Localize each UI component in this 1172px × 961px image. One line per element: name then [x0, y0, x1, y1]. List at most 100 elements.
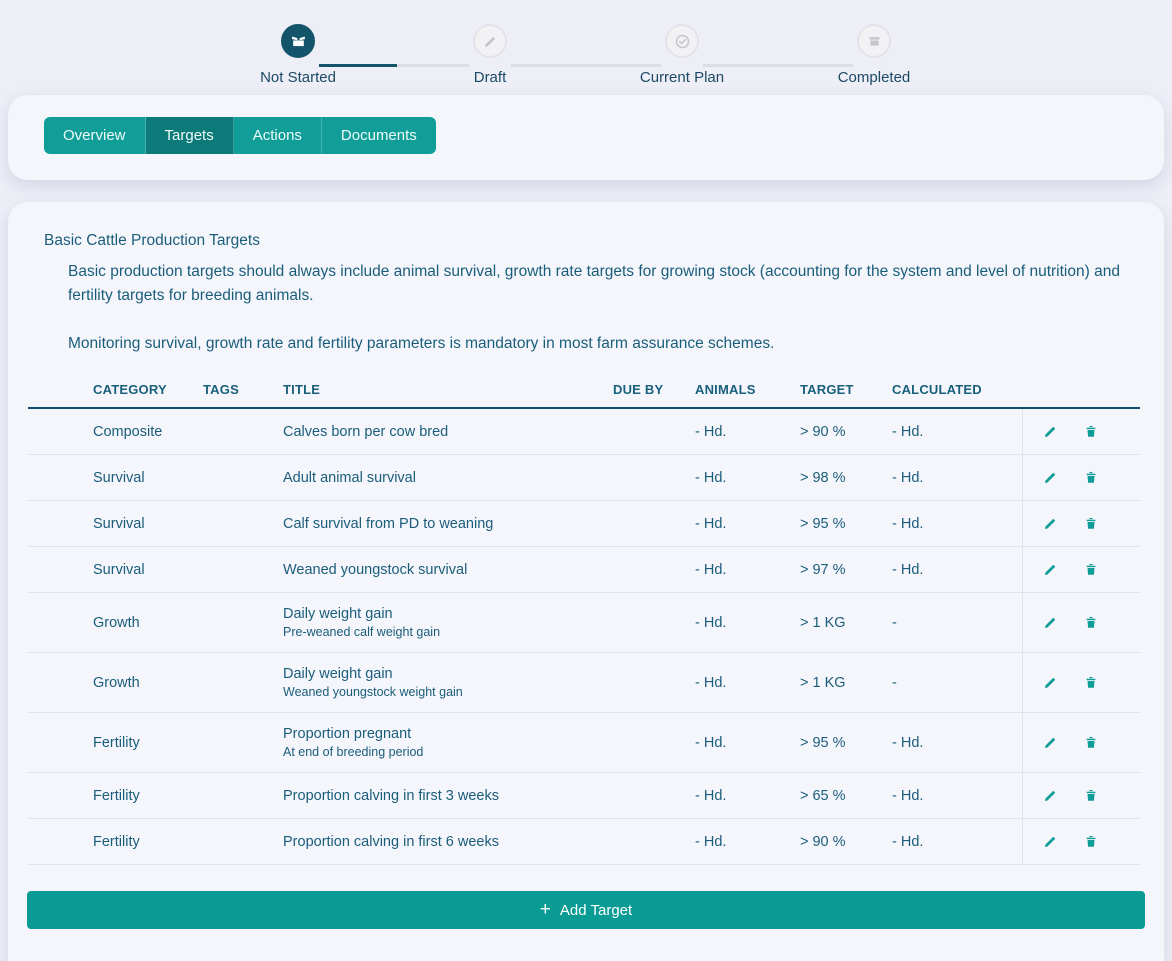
target-title: Adult animal survival [283, 469, 416, 486]
tabs-card: Overview Targets Actions Documents [8, 95, 1164, 180]
section-title: Basic Cattle Production Targets [44, 232, 260, 249]
step-completed-circle[interactable] [857, 24, 891, 58]
trash-icon [1084, 516, 1098, 531]
step-current-plan: Current Plan [511, 24, 778, 95]
target-title: Daily weight gain [283, 666, 393, 682]
cell-title: Daily weight gain Weaned youngstock weig… [283, 653, 613, 713]
delete-target-button[interactable] [1082, 514, 1100, 533]
cell-tags [203, 713, 283, 773]
trash-icon [1084, 675, 1098, 690]
edit-target-button[interactable] [1041, 468, 1060, 487]
cell-target: > 98 % [800, 469, 846, 486]
cell-target: > 1 KG [800, 674, 846, 691]
trash-icon [1084, 834, 1098, 849]
delete-target-button[interactable] [1082, 613, 1100, 632]
header-due-by: DUE BY [613, 382, 664, 397]
target-subtitle: Weaned youngstock weight gain [283, 685, 463, 699]
pencil-icon [1043, 615, 1058, 630]
trash-icon [1084, 788, 1098, 803]
cell-category: Survival [93, 469, 145, 486]
edit-target-button[interactable] [1041, 733, 1060, 752]
table-row: Growth Daily weight gain Weaned youngsto… [28, 652, 1140, 713]
trash-icon [1084, 562, 1098, 577]
target-title: Proportion calving in first 3 weeks [283, 787, 499, 804]
tab-targets[interactable]: Targets [145, 117, 234, 154]
cell-animals: - Hd. [695, 423, 727, 440]
table-row: Fertility Proportion calving in first 3 … [28, 772, 1140, 819]
cell-target: > 65 % [800, 787, 846, 804]
cell-calculated: - Hd. [892, 515, 924, 532]
archive-box-icon [867, 34, 882, 49]
cell-due-by [613, 593, 695, 653]
edit-target-button[interactable] [1041, 560, 1060, 579]
edit-target-button[interactable] [1041, 514, 1060, 533]
target-title: Proportion pregnant [283, 726, 412, 742]
edit-target-button[interactable] [1041, 832, 1060, 851]
target-title: Calves born per cow bred [283, 423, 449, 440]
edit-target-button[interactable] [1041, 673, 1060, 692]
cell-tags [203, 455, 283, 501]
cell-actions [1021, 500, 1140, 547]
cell-animals: - Hd. [695, 787, 727, 804]
delete-target-button[interactable] [1082, 832, 1100, 851]
cell-actions [1021, 546, 1140, 593]
cell-title: Proportion pregnant At end of breeding p… [283, 713, 613, 773]
edit-target-button[interactable] [1041, 422, 1060, 441]
table-row: Fertility Proportion pregnant At end of … [28, 712, 1140, 773]
cell-animals: - Hd. [695, 833, 727, 850]
delete-target-button[interactable] [1082, 560, 1100, 579]
cell-tags [203, 593, 283, 653]
cell-title: Calves born per cow bred [283, 408, 613, 455]
delete-target-button[interactable] [1082, 786, 1100, 805]
cell-category: Composite [93, 423, 163, 440]
table-row: Composite Calves born per cow bred - Hd.… [28, 408, 1140, 455]
cell-calculated: - Hd. [892, 469, 924, 486]
cell-due-by [613, 501, 695, 547]
table-row: Survival Weaned youngstock survival - Hd… [28, 546, 1140, 593]
cell-calculated: - Hd. [892, 734, 924, 751]
cell-due-by [613, 547, 695, 593]
cell-target: > 1 KG [800, 614, 846, 631]
row-spacer [28, 773, 93, 819]
cell-animals: - Hd. [695, 561, 727, 578]
cell-category: Growth [93, 614, 140, 631]
step-label: Draft [473, 69, 507, 86]
cell-target: > 95 % [800, 515, 846, 532]
table-row: Survival Calf survival from PD to weanin… [28, 500, 1140, 547]
table-row: Growth Daily weight gain Pre-weaned calf… [28, 592, 1140, 653]
trash-icon [1084, 470, 1098, 485]
tab-actions[interactable]: Actions [233, 117, 322, 154]
cell-animals: - Hd. [695, 469, 727, 486]
section-paragraph-1: Basic production targets should always i… [68, 263, 1120, 304]
header-category: CATEGORY [93, 382, 167, 397]
pencil-icon [1043, 562, 1058, 577]
step-draft: Draft [319, 24, 586, 95]
tab-overview[interactable]: Overview [44, 117, 146, 154]
add-target-button[interactable]: + Add Target [27, 891, 1145, 929]
header-tags: TAGS [203, 382, 239, 397]
step-draft-circle[interactable] [473, 24, 507, 58]
delete-target-button[interactable] [1082, 422, 1100, 441]
step-label: Completed [837, 69, 911, 86]
step-current-plan-circle[interactable] [665, 24, 699, 58]
cell-due-by [613, 408, 695, 455]
trash-icon [1084, 735, 1098, 750]
edit-target-button[interactable] [1041, 786, 1060, 805]
delete-target-button[interactable] [1082, 673, 1100, 692]
cell-title: Weaned youngstock survival [283, 547, 613, 593]
pencil-icon [483, 34, 498, 49]
target-title: Proportion calving in first 6 weeks [283, 833, 499, 850]
edit-target-button[interactable] [1041, 613, 1060, 632]
cell-category: Growth [93, 674, 140, 691]
delete-target-button[interactable] [1082, 733, 1100, 752]
target-title: Calf survival from PD to weaning [283, 515, 494, 532]
tab-documents[interactable]: Documents [321, 117, 436, 154]
header-actions-spacer [1022, 382, 1140, 408]
delete-target-button[interactable] [1082, 468, 1100, 487]
step-completed: Completed [703, 24, 970, 95]
cell-animals: - Hd. [695, 614, 727, 631]
step-not-started-circle[interactable] [281, 24, 315, 58]
cell-tags [203, 547, 283, 593]
cell-category: Fertility [93, 787, 140, 804]
targets-table-wrap: CATEGORY TAGS TITLE DUE BY ANIMALS TARGE… [8, 382, 1164, 865]
